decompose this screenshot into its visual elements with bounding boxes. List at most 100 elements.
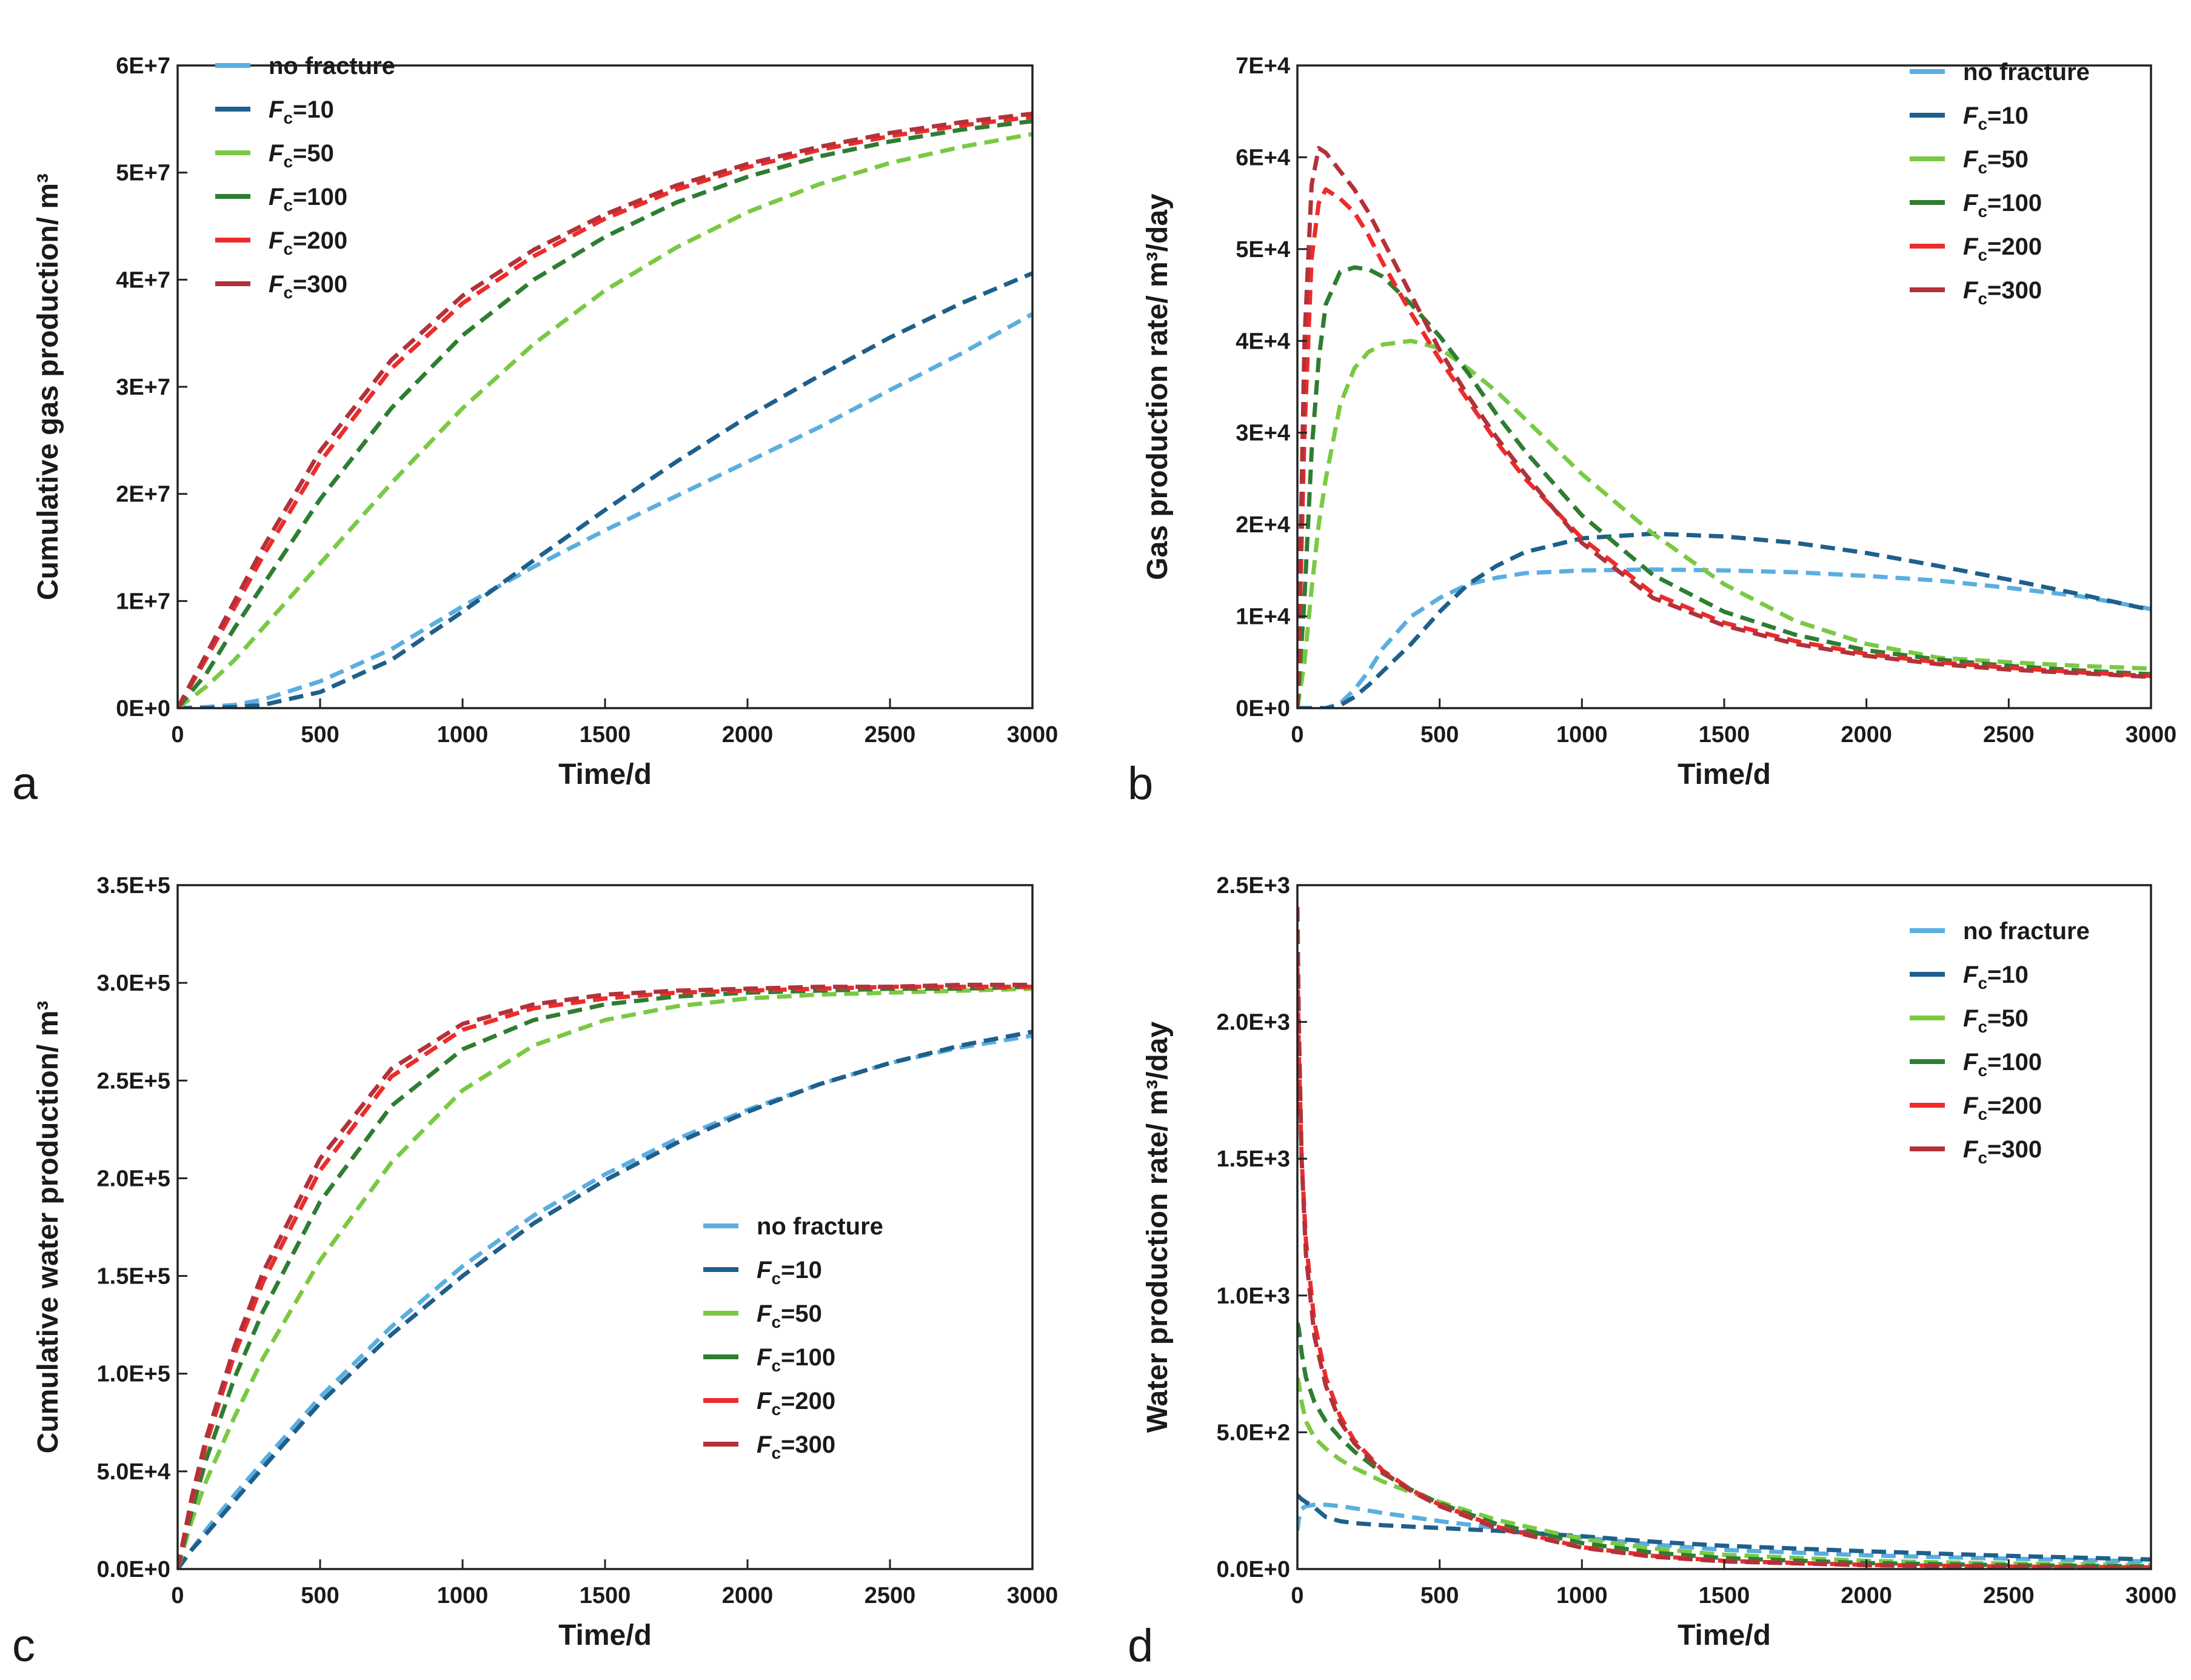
legend-label: Fc=50 (269, 140, 334, 171)
x-tick-label: 2500 (1983, 1583, 2035, 1608)
panel-d: 0 500 1000 1500 2000 2500 3000 0.0E+0 5.0E+2 1.0E… (1128, 873, 2176, 1672)
legend-label: Fc=10 (1963, 102, 2029, 133)
legend-label: Fc=10 (269, 96, 334, 127)
x-tick-label: 2000 (1841, 722, 1892, 748)
x-tick-label: 3000 (1007, 722, 1059, 748)
legend: no fracture Fc=10 Fc=50 Fc=100 Fc=200 Fc=300 (1910, 918, 2090, 1167)
x-tick-label: 1500 (1699, 722, 1750, 748)
series-group (1297, 907, 2151, 1569)
series-line-f-c-200 (178, 115, 1032, 708)
x-tick-label: 0 (171, 722, 184, 748)
series-line-f-c-10 (1297, 531, 2151, 708)
y-tick-label: 1.0E+3 (1217, 1283, 1291, 1309)
x-tick-label: 2500 (1983, 722, 2035, 748)
legend-label: Fc=50 (757, 1300, 822, 1331)
legend-label: Fc=100 (1963, 190, 2042, 221)
legend-label: no fracture (269, 53, 395, 79)
legend-label: Fc=50 (1963, 1005, 2029, 1036)
y-tick-label: 5E+4 (1236, 237, 1290, 263)
x-tick-label: 1000 (437, 1583, 489, 1608)
y-tick-label: 2.5E+3 (1217, 873, 1291, 899)
legend-label: Fc=300 (1963, 277, 2042, 308)
x-tick-label: 1000 (1556, 722, 1608, 748)
series-line-f-c-50 (1297, 338, 2151, 708)
x-tick-label: 1500 (1699, 1583, 1750, 1608)
y-tick-label: 7E+4 (1236, 53, 1290, 79)
series-group (178, 982, 1032, 1569)
legend-label: Fc=300 (1963, 1136, 2042, 1167)
series-line-f-c-50 (178, 986, 1032, 1569)
y-tick-label: 1.5E+5 (97, 1264, 171, 1290)
panel-b: 0 500 1000 1500 2000 2500 3000 0E+0 1E+4 2E+4 3E+4… (1128, 53, 2176, 809)
y-tick-label: 0E+0 (1236, 696, 1290, 721)
legend-label: Fc=200 (1963, 233, 2042, 264)
y-tick-label: 2.0E+5 (97, 1166, 171, 1191)
y-tick-label: 1E+7 (116, 589, 170, 614)
series-group (1297, 146, 2151, 708)
x-tick-label: 2000 (722, 722, 774, 748)
legend-label: Fc=200 (1963, 1093, 2042, 1123)
x-tick-label: 1000 (1556, 1583, 1608, 1608)
x-axis-title: Time/d (1678, 758, 1771, 791)
series-line-f-c-10 (178, 271, 1032, 708)
panel-letter: c (12, 1620, 35, 1672)
series-line-no-fracture (1297, 567, 2151, 708)
series-line-f-c-300 (1297, 146, 2151, 708)
panel-a: 0 500 1000 1500 2000 2500 3000 0E+0 1E+7 2E+7 3E+7… (12, 53, 1058, 809)
series-group (178, 112, 1032, 708)
y-axis-title: Gas production rate/ m³/day (1142, 193, 1174, 580)
series-line-f-c-100 (178, 119, 1032, 708)
legend-label: Fc=100 (757, 1344, 835, 1375)
y-tick-label: 3.0E+5 (97, 971, 171, 996)
legend: no fracture Fc=10 Fc=50 Fc=100 Fc=200 Fc=300 (1910, 59, 2090, 308)
x-tick-label: 2500 (865, 722, 916, 748)
y-axis-title: Water production rate/ m³/day (1142, 1022, 1174, 1433)
legend-label: Fc=100 (1963, 1049, 2042, 1080)
y-tick-label: 2E+4 (1236, 512, 1290, 538)
legend-label: Fc=200 (757, 1388, 835, 1419)
x-tick-label: 3000 (2126, 722, 2177, 748)
x-tick-label: 0 (1291, 722, 1303, 748)
x-tick-label: 500 (301, 1583, 339, 1608)
series-line-f-c-10 (178, 1029, 1032, 1569)
x-tick-label: 0 (171, 1583, 184, 1608)
legend-label: Fc=200 (269, 227, 347, 258)
x-tick-label: 500 (301, 722, 339, 748)
y-tick-label: 5E+7 (116, 161, 170, 186)
x-tick-label: 2000 (722, 1583, 774, 1608)
series-line-f-c-200 (178, 985, 1032, 1569)
series-line-no-fracture (178, 1033, 1032, 1569)
x-axis-title: Time/d (558, 1619, 652, 1652)
legend: no fracture Fc=10 Fc=50 Fc=100 Fc=200 Fc=300 (215, 53, 395, 302)
y-tick-label: 4E+4 (1236, 329, 1290, 354)
x-axis-title: Time/d (558, 758, 652, 791)
y-tick-label: 0.0E+0 (1217, 1557, 1291, 1582)
x-tick-label: 1500 (580, 722, 631, 748)
series-line-f-c-10 (1297, 1493, 2151, 1562)
y-tick-label: 0.0E+0 (97, 1557, 171, 1582)
x-tick-label: 3000 (1007, 1583, 1059, 1608)
y-tick-label: 2.0E+3 (1217, 1010, 1291, 1036)
y-tick-label: 0E+0 (116, 696, 170, 721)
legend-label: Fc=10 (757, 1257, 822, 1288)
series-line-f-c-50 (178, 132, 1032, 708)
y-axis-title: Cumulative water production/ m³ (32, 1001, 64, 1454)
x-tick-label: 2000 (1841, 1583, 1892, 1608)
y-tick-label: 2.5E+5 (97, 1068, 171, 1094)
y-tick-label: 1E+4 (1236, 604, 1290, 630)
y-tick-label: 6E+7 (116, 53, 170, 79)
legend-label: no fracture (1963, 918, 2090, 945)
series-line-f-c-200 (1297, 187, 2151, 708)
x-tick-label: 1000 (437, 722, 489, 748)
legend-label: no fracture (757, 1213, 883, 1240)
y-tick-label: 3E+4 (1236, 421, 1290, 446)
legend-label: Fc=100 (269, 184, 347, 215)
y-tick-label: 2E+7 (116, 482, 170, 507)
series-line-no-fracture (178, 312, 1032, 708)
x-tick-label: 500 (1420, 722, 1459, 748)
panel-c: 0 500 1000 1500 2000 2500 3000 0.0E+0 5.0E+4 1.0E… (12, 873, 1058, 1672)
y-tick-label: 3.5E+5 (97, 873, 171, 899)
y-tick-label: 4E+7 (116, 267, 170, 293)
legend-label: Fc=300 (757, 1431, 835, 1462)
panel-letter: b (1128, 758, 1153, 809)
